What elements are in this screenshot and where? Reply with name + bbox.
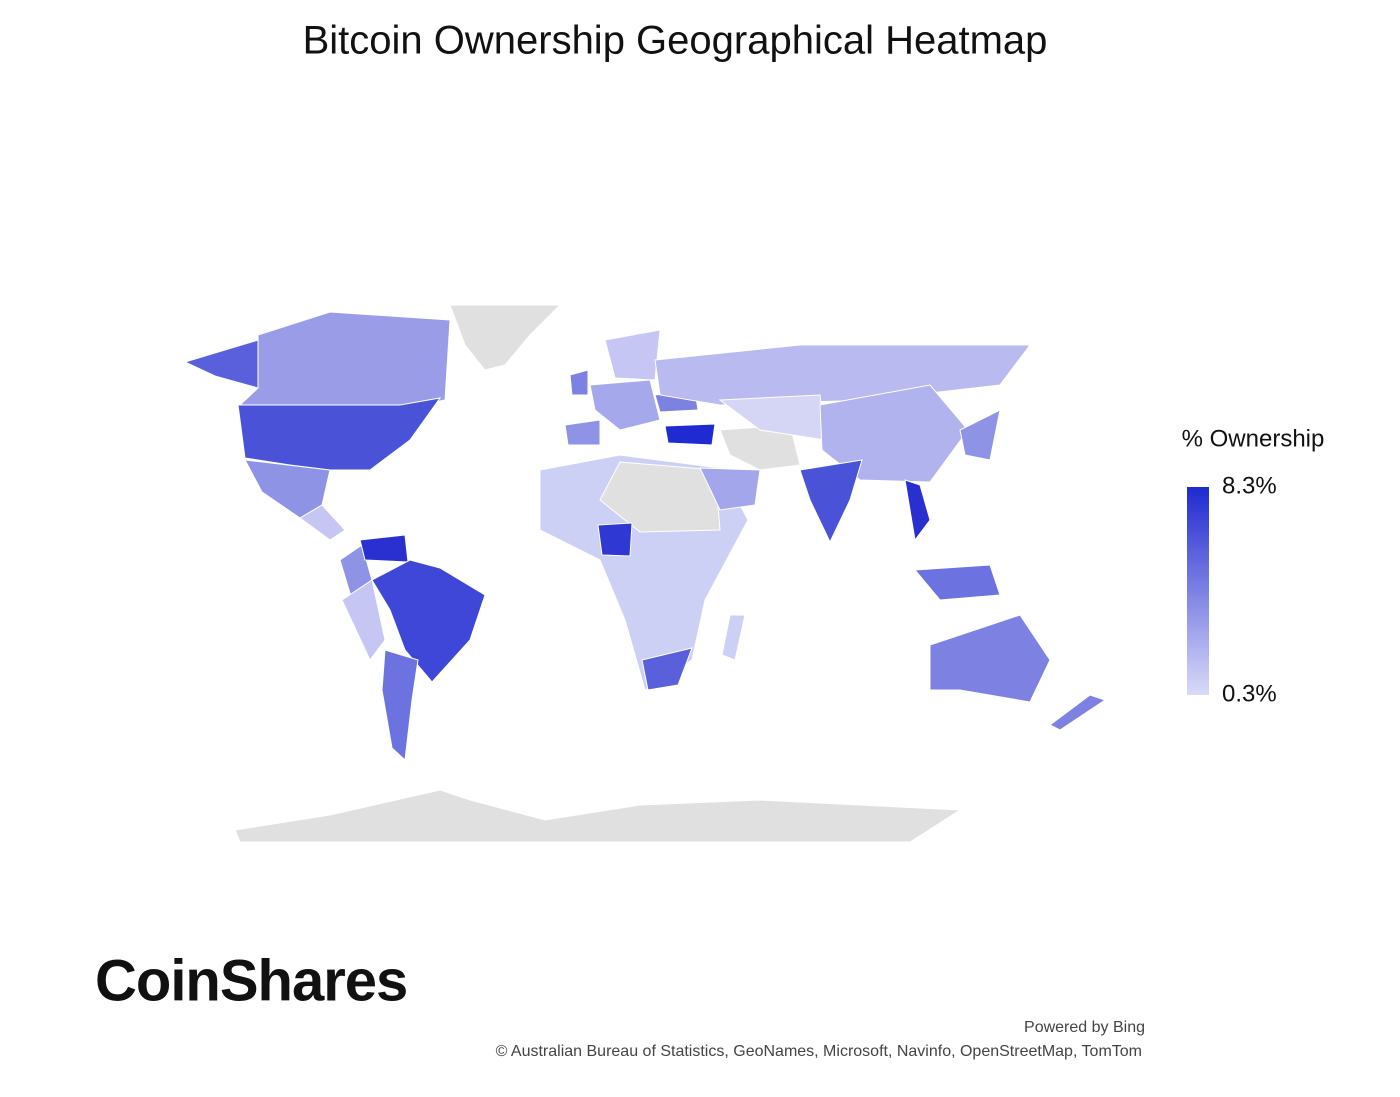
saudi-arabia <box>699 467 761 511</box>
canada <box>238 311 451 409</box>
japan-korea <box>959 409 1001 461</box>
venezuela <box>359 534 409 563</box>
brazil <box>371 559 486 683</box>
australia <box>929 614 1051 703</box>
madagascar <box>721 614 746 661</box>
turkey <box>664 423 716 446</box>
world-map <box>183 304 1107 843</box>
vietnam <box>904 479 931 542</box>
south-africa <box>641 647 693 691</box>
sahara <box>599 461 721 533</box>
title: Bitcoin Ownership Geographical Heatmap <box>303 19 1048 63</box>
usa <box>237 397 442 471</box>
legend-min-label: 0.3% <box>1222 680 1277 707</box>
uk <box>569 369 589 396</box>
china <box>819 384 969 483</box>
russia <box>654 344 1031 406</box>
indonesia <box>913 564 1001 601</box>
india <box>799 459 863 544</box>
nigeria <box>597 522 633 557</box>
legend-title: % Ownership <box>1182 425 1325 452</box>
iberia <box>564 419 601 446</box>
logo: CoinShares <box>95 948 407 1013</box>
legend-max-label: 8.3% <box>1222 472 1277 499</box>
west-europe <box>589 379 661 431</box>
legend: % Ownership 8.3% 0.3% <box>1182 425 1325 707</box>
antarctica <box>234 789 962 843</box>
new-zealand <box>1049 694 1107 731</box>
argentina <box>381 649 419 762</box>
greenland <box>449 304 562 371</box>
legend-gradient <box>1187 487 1209 695</box>
scandinavia <box>604 329 661 381</box>
peru <box>341 579 386 661</box>
powered-by: Powered by Bing <box>1024 1019 1145 1036</box>
central-america <box>299 504 346 541</box>
attribution: © Australian Bureau of Statistics, GeoNa… <box>496 1043 1142 1060</box>
